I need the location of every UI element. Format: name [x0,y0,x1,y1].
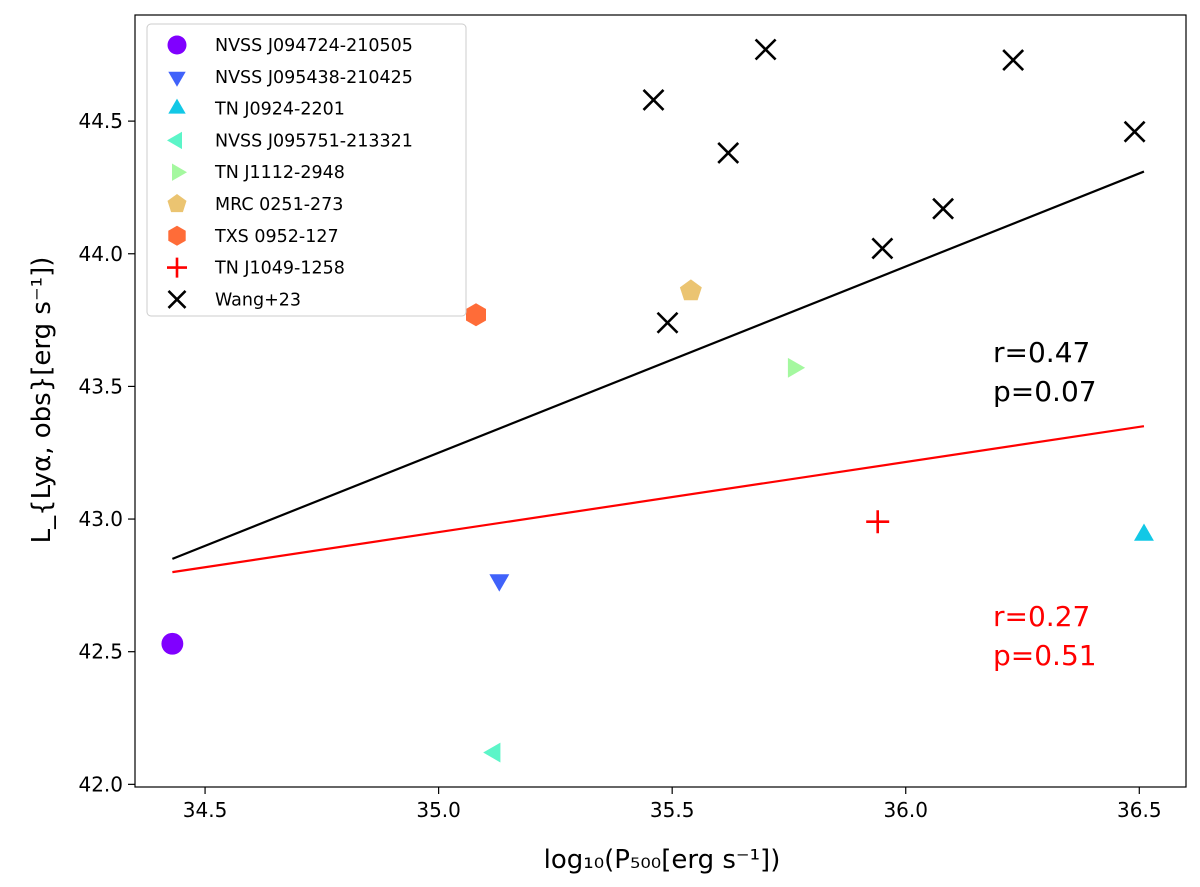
legend-label: NVSS J095438-210425 [215,68,413,88]
data-points [161,38,1154,763]
y-tick-label: 44.0 [78,242,123,266]
legend-marker [168,71,186,87]
data-point [871,237,894,260]
legend-marker [172,163,187,181]
legend-marker [167,194,187,213]
legend-label: TN J0924-2201 [214,100,345,120]
legend-label: TXS 0952-127 [214,227,339,247]
y-tick-label: 44.5 [78,109,123,133]
data-point [1123,120,1146,143]
legend-marker [167,35,187,55]
annotation-red-r: r=0.27 [993,600,1090,633]
data-point [717,142,740,164]
data-point [932,197,955,220]
legend-label: TN J1049-1258 [214,259,345,279]
x-tick-label: 36.0 [883,798,928,822]
legend-marker [168,98,186,114]
y-tick-label: 43.0 [78,507,123,531]
data-point [679,279,702,301]
legend-marker [167,257,187,278]
data-point [161,632,184,655]
x-tick-label: 35.5 [650,798,695,822]
plot-frame [134,14,1187,788]
x-tick-label: 34.5 [183,798,228,822]
legend-label: TN J1112-2948 [214,163,345,183]
legend-marker [167,131,182,150]
fit-line [172,425,1145,574]
data-point [642,88,665,111]
data-point [754,38,777,61]
annotation-black-p: p=0.07 [993,375,1097,408]
x-tick-label: 35.0 [416,798,461,822]
legend-label: MRC 0251-273 [215,195,343,215]
y-axis-label: L_{Lyα, obs}[erg s⁻¹]) [27,257,57,544]
legend-label: NVSS J094724-210505 [215,36,413,56]
legend-marker [168,225,186,246]
x-axis-label: log₁₀(P₅₀₀[erg s⁻¹]) [544,845,781,875]
annotation-black-r: r=0.47 [993,336,1090,369]
y-tick-label: 42.5 [78,640,123,664]
x-tick-label: 36.5 [1117,798,1162,822]
legend: NVSS J094724-210505 NVSS J095438-210425 TN… [146,23,467,317]
data-point [787,357,806,378]
y-tick-label: 43.5 [78,374,123,398]
data-point [489,574,510,592]
annotation-red-p: p=0.51 [993,639,1097,672]
data-point [466,303,486,327]
data-point [866,510,890,534]
data-point [656,311,679,334]
fit-lines [171,170,1145,574]
x-axis-ticks: 34.5 35.0 35.5 36.0 36.5 [183,787,1162,822]
data-point [1002,49,1025,72]
legend-label: Wang+23 [215,290,301,310]
data-point [483,742,501,763]
legend-marker [167,289,187,309]
y-tick-label: 42.0 [78,772,123,796]
y-axis-ticks: 42.0 42.5 43.0 43.5 44.0 44.5 [78,109,135,796]
fit-line [171,170,1145,560]
legend-box [146,23,467,317]
legend-label: NVSS J095751-213321 [215,131,413,151]
data-point [1134,523,1154,541]
